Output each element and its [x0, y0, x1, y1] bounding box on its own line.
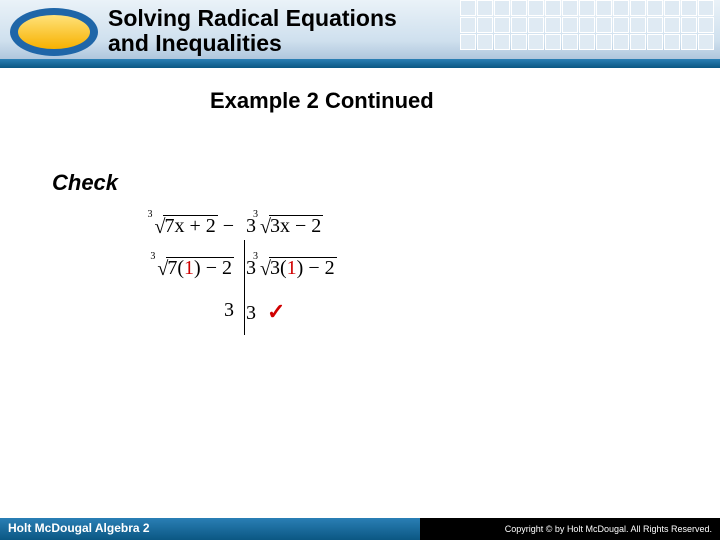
row2-left: 37(1) − 2 — [100, 257, 240, 280]
footer-copyright-text: Copyright © by Holt McDougal. All Rights… — [505, 524, 712, 534]
row2-right: 333(1) − 2 — [240, 257, 380, 280]
row1-right: 333x − 2 — [240, 215, 380, 238]
math-row-3: 3 3 ✓ — [100, 299, 380, 329]
footer-book-title: Holt McDougal Algebra 2 — [8, 521, 150, 535]
math-row-1: 37x + 2 − 333x − 2 — [100, 215, 380, 245]
check-label: Check — [52, 170, 118, 196]
row3-left: 3 — [100, 299, 240, 322]
example-heading: Example 2 Continued — [210, 88, 434, 114]
math-check-table: 37x + 2 − 333x − 2 37(1) − 2 333(1) − 2 … — [100, 215, 380, 341]
slide-title: Solving Radical Equations and Inequaliti… — [108, 6, 397, 57]
header-stripe — [0, 59, 720, 68]
check-icon: ✓ — [267, 299, 285, 325]
slide-title-line2: and Inequalities — [108, 30, 282, 56]
slide-footer: Holt McDougal Algebra 2 Copyright © by H… — [0, 518, 720, 540]
header-grid — [460, 0, 720, 58]
row3-right: 3 ✓ — [240, 299, 380, 325]
row1-left: 37x + 2 − — [100, 215, 240, 238]
footer-copyright-bar: Copyright © by Holt McDougal. All Rights… — [420, 518, 720, 540]
slide-title-line1: Solving Radical Equations — [108, 5, 397, 31]
math-row-2: 37(1) − 2 333(1) − 2 — [100, 257, 380, 287]
lesson-icon — [8, 6, 100, 58]
